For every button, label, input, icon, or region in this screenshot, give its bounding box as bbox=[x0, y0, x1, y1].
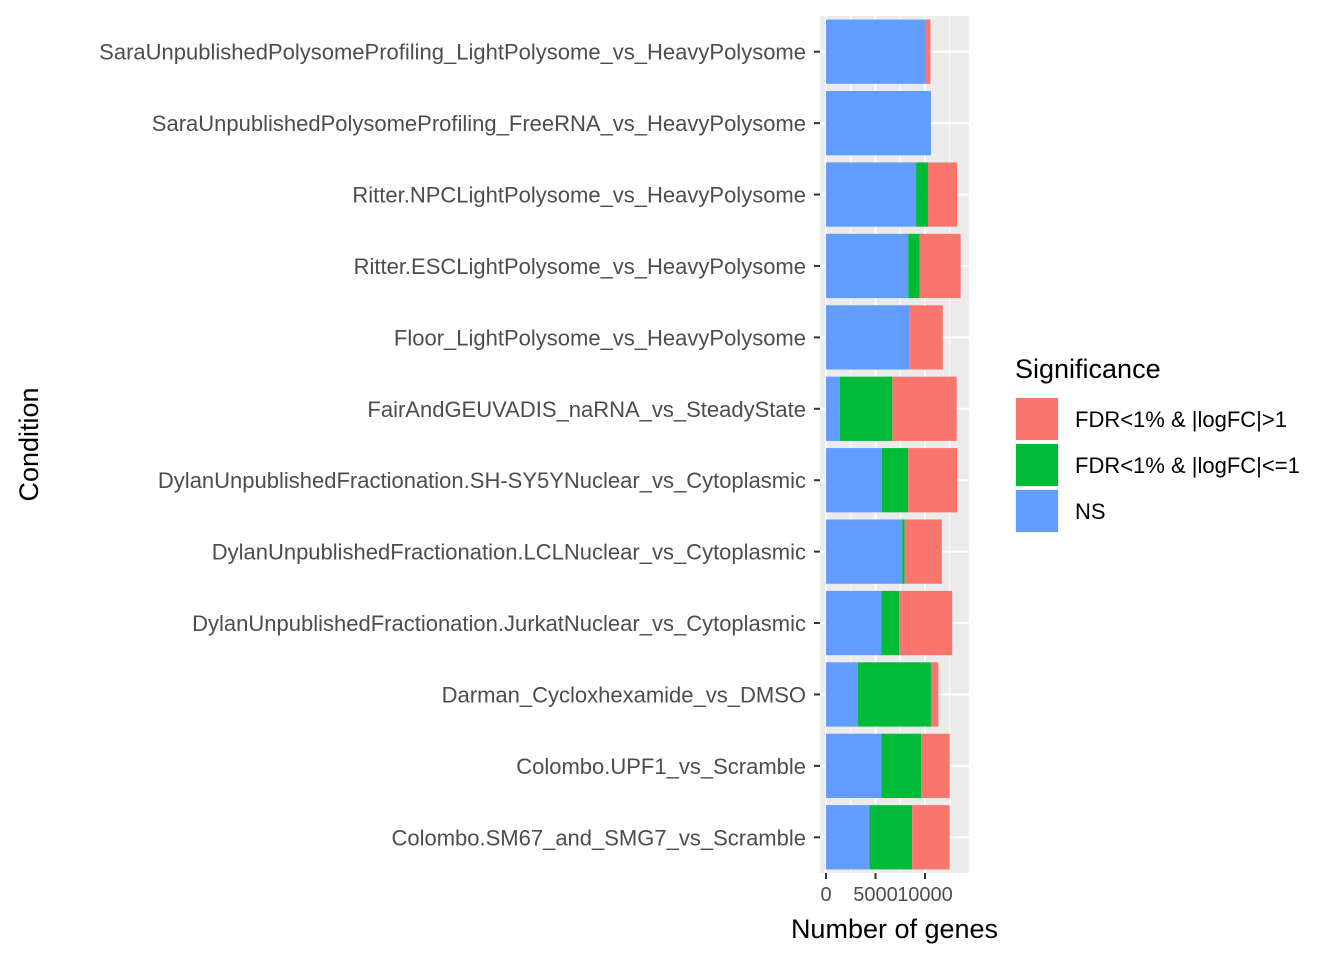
bar-segment bbox=[909, 305, 943, 370]
y-tick-label: SaraUnpublishedPolysomeProfiling_FreeRNA… bbox=[152, 111, 806, 136]
y-tick-label: FairAndGEUVADIS_naRNA_vs_SteadyState bbox=[367, 397, 806, 422]
y-tick-label: Ritter.NPCLightPolysome_vs_HeavyPolysome bbox=[352, 183, 806, 208]
bar-segment bbox=[912, 805, 950, 870]
x-axis-title: Number of genes bbox=[791, 914, 998, 944]
bar-segment bbox=[930, 662, 939, 727]
legend-swatch bbox=[1016, 444, 1058, 486]
y-tick-label: SaraUnpublishedPolysomeProfiling_LightPo… bbox=[99, 40, 806, 65]
bar-segment bbox=[839, 376, 893, 441]
legend-swatch bbox=[1016, 490, 1058, 532]
bar-segment bbox=[899, 590, 953, 656]
bar-segment bbox=[826, 162, 917, 227]
bar-segment bbox=[881, 733, 922, 799]
bar-segment bbox=[826, 448, 882, 513]
bars-layer bbox=[826, 19, 961, 870]
bar-segment bbox=[925, 19, 931, 84]
bar-segment bbox=[826, 590, 882, 656]
bar-segment bbox=[892, 376, 957, 441]
bar-segment bbox=[919, 233, 961, 299]
x-tick-label: 0 bbox=[820, 884, 831, 906]
bar-segment bbox=[927, 162, 958, 227]
bar-segment bbox=[826, 519, 903, 584]
y-axis-title: Condition bbox=[14, 387, 44, 501]
panel-background bbox=[820, 16, 969, 873]
bar-segment bbox=[826, 733, 882, 799]
bar-segment bbox=[826, 233, 909, 299]
bar-segment bbox=[826, 376, 840, 441]
legend-label: FDR<1% & |logFC|>1 bbox=[1075, 407, 1287, 432]
bar-segment bbox=[826, 662, 858, 727]
y-tick-label: DylanUnpublishedFractionation.SH-SY5YNuc… bbox=[158, 468, 806, 493]
legend-label: NS bbox=[1075, 499, 1106, 524]
bar-segment bbox=[902, 519, 905, 584]
y-tick-layer: SaraUnpublishedPolysomeProfiling_LightPo… bbox=[99, 40, 820, 850]
legend: Significance FDR<1% & |logFC|>1 FDR<1% & … bbox=[1015, 354, 1300, 533]
bar-segment bbox=[921, 733, 950, 799]
bar-segment bbox=[826, 805, 870, 870]
legend-label: FDR<1% & |logFC|<=1 bbox=[1075, 453, 1300, 478]
bar-segment bbox=[908, 233, 920, 299]
bar-segment bbox=[908, 448, 958, 513]
y-tick-label: Floor_LightPolysome_vs_HeavyPolysome bbox=[394, 325, 806, 350]
y-tick-label: DylanUnpublishedFractionation.JurkatNucl… bbox=[192, 611, 806, 636]
bar-segment bbox=[826, 305, 910, 370]
y-tick-label: Darman_Cycloxhexamide_vs_DMSO bbox=[442, 682, 806, 707]
x-tick-layer: 0 5000 10000 bbox=[820, 873, 953, 906]
bar-segment bbox=[904, 519, 942, 584]
bar-segment bbox=[857, 662, 931, 727]
bar-segment bbox=[881, 590, 900, 656]
bar-segment bbox=[826, 19, 925, 84]
x-tick-label: 10000 bbox=[897, 884, 953, 906]
bar-segment bbox=[869, 805, 913, 870]
x-tick-label: 5000 bbox=[853, 884, 898, 906]
y-tick-label: Colombo.SM67_and_SMG7_vs_Scramble bbox=[391, 825, 806, 850]
y-tick-label: Ritter.ESCLightPolysome_vs_HeavyPolysome bbox=[354, 254, 806, 279]
y-tick-label: DylanUnpublishedFractionation.LCLNuclear… bbox=[212, 540, 806, 565]
bar-segment bbox=[916, 162, 928, 227]
y-tick-label: Colombo.UPF1_vs_Scramble bbox=[516, 754, 806, 779]
bar-segment bbox=[881, 448, 909, 513]
bar-segment bbox=[826, 90, 931, 156]
legend-swatch bbox=[1016, 398, 1058, 440]
legend-title: Significance bbox=[1015, 354, 1161, 384]
